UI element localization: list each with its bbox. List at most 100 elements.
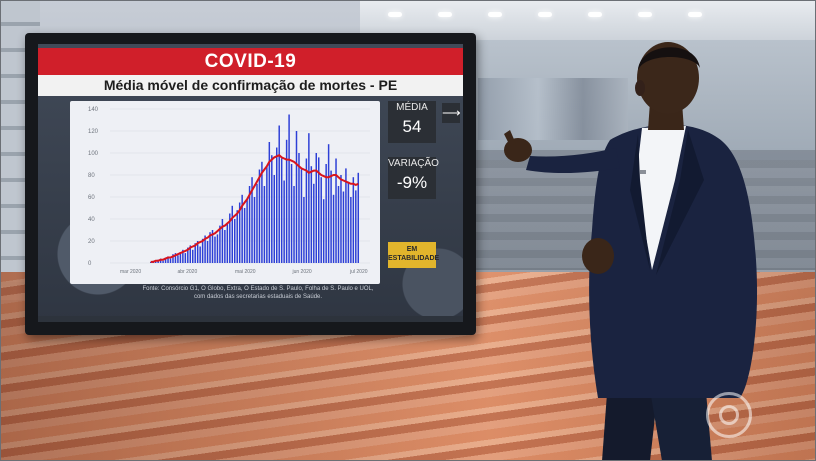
presenter-trousers-right bbox=[650, 380, 712, 461]
y-axis: 0 20 40 60 80 100 120 140 bbox=[88, 107, 370, 267]
daily-deaths-bar bbox=[204, 235, 206, 263]
daily-deaths-bar bbox=[154, 261, 157, 263]
presenter-left-hand bbox=[582, 238, 614, 274]
y-tick-label: 20 bbox=[88, 239, 95, 245]
daily-deaths-bar bbox=[313, 183, 315, 263]
x-tick-label: mar 2020 bbox=[120, 269, 141, 275]
daily-deaths-bar bbox=[231, 205, 234, 263]
source-line-2: com dados das secretarias estaduais de S… bbox=[193, 294, 323, 300]
media-box: MÉDIA 54 bbox=[388, 101, 436, 143]
daily-deaths-bar bbox=[234, 219, 236, 263]
daily-deaths-bar bbox=[283, 180, 285, 263]
media-label: MÉDIA bbox=[396, 102, 428, 113]
lapel-microphone bbox=[640, 170, 646, 174]
daily-deaths-bar bbox=[199, 246, 201, 263]
daily-deaths-bar bbox=[196, 241, 199, 263]
daily-deaths-bar bbox=[167, 256, 169, 263]
presenter-lapel-right bbox=[656, 130, 704, 275]
daily-deaths-bar bbox=[308, 133, 310, 263]
daily-deaths-bar bbox=[238, 202, 241, 263]
daily-deaths-bar bbox=[164, 257, 167, 263]
source-line-1: Fonte: Consórcio G1, O Globo, Extra, O E… bbox=[142, 286, 374, 292]
daily-deaths-bar bbox=[288, 114, 290, 263]
daily-deaths-bar bbox=[273, 175, 276, 263]
x-tick-label: jun 2020 bbox=[292, 269, 312, 275]
ceiling-light bbox=[638, 12, 652, 17]
daily-deaths-bar bbox=[285, 139, 288, 263]
daily-deaths-bar bbox=[345, 168, 347, 263]
daily-deaths-bar bbox=[325, 164, 327, 263]
studio-monitor: COVID-19 Média móvel de confirmação de m… bbox=[25, 33, 476, 335]
daily-deaths-bar bbox=[192, 249, 194, 263]
daily-deaths-bar bbox=[258, 169, 261, 263]
ceiling-light bbox=[588, 12, 602, 17]
y-tick-label: 0 bbox=[88, 261, 92, 267]
broadcaster-logo-inner bbox=[719, 405, 739, 425]
graphic-subtitle: Média móvel de confirmação de mortes - P… bbox=[38, 75, 463, 96]
daily-deaths-bar bbox=[201, 238, 204, 263]
daily-deaths-bar bbox=[337, 186, 340, 263]
daily-deaths-bar bbox=[342, 191, 345, 263]
x-tick-label: jul 2020 bbox=[349, 269, 368, 275]
daily-deaths-bar bbox=[184, 253, 187, 263]
daily-deaths-bar bbox=[177, 255, 179, 263]
daily-deaths-bar bbox=[248, 186, 251, 263]
daily-deaths-bar bbox=[300, 169, 303, 263]
daily-deaths-bar bbox=[243, 208, 246, 263]
presenter-trousers bbox=[602, 380, 658, 461]
source-note: Fonte: Consórcio G1, O Globo, Extra, O E… bbox=[138, 285, 378, 301]
daily-deaths-bar bbox=[226, 223, 229, 263]
y-tick-label: 100 bbox=[88, 151, 99, 157]
daily-deaths-bar bbox=[253, 197, 256, 263]
daily-deaths-bar bbox=[295, 131, 298, 263]
daily-deaths-bar bbox=[236, 210, 238, 263]
daily-deaths-bar bbox=[290, 164, 293, 263]
monitor-screen: COVID-19 Média móvel de confirmação de m… bbox=[38, 44, 463, 322]
daily-deaths-bar bbox=[179, 252, 182, 263]
daily-deaths-bar bbox=[318, 157, 320, 263]
daily-deaths-bar bbox=[169, 258, 172, 263]
daily-deaths-bar bbox=[241, 194, 243, 263]
daily-deaths-bar bbox=[261, 161, 263, 263]
daily-deaths-bar bbox=[340, 175, 342, 263]
variacao-label: VARIAÇÃO bbox=[388, 158, 439, 169]
status-line-1: EM bbox=[406, 246, 418, 253]
daily-deaths-bar bbox=[187, 247, 189, 263]
daily-deaths-bar bbox=[298, 153, 300, 263]
status-badge: EM ESTABILIDADE bbox=[388, 242, 440, 268]
presenter-hair bbox=[638, 47, 700, 70]
daily-deaths-bar bbox=[268, 142, 271, 263]
graphic-title: COVID-19 bbox=[38, 48, 463, 75]
ceiling-light bbox=[438, 12, 452, 17]
daily-deaths-bar bbox=[251, 177, 253, 263]
y-tick-label: 80 bbox=[88, 173, 95, 179]
daily-deaths-bar bbox=[271, 155, 273, 263]
daily-deaths-bar bbox=[209, 232, 211, 263]
daily-deaths-bar bbox=[206, 241, 209, 263]
daily-deaths-bar bbox=[162, 260, 164, 263]
daily-deaths-bar bbox=[347, 181, 350, 263]
ceiling-light bbox=[688, 12, 702, 17]
presenter-shirt bbox=[636, 126, 686, 270]
presenter bbox=[504, 42, 758, 461]
daily-deaths-bar bbox=[229, 213, 231, 263]
deaths-chart: 0 20 40 60 80 100 120 140 mar 2020 abr 2020 mai 2… bbox=[88, 107, 370, 275]
daily-deaths-bar bbox=[256, 183, 258, 263]
ceiling-light bbox=[388, 12, 402, 17]
daily-deaths-bar bbox=[182, 249, 184, 263]
daily-deaths-bar bbox=[194, 243, 196, 263]
presenter-raised-arm bbox=[526, 148, 620, 174]
presenter-index-finger bbox=[504, 130, 516, 146]
deaths-chart-panel: 0 20 40 60 80 100 120 140 mar 2020 abr 2020 mai 2… bbox=[70, 101, 380, 284]
daily-deaths-bar bbox=[263, 186, 266, 263]
daily-deaths-bar bbox=[327, 144, 330, 263]
daily-deaths-bar bbox=[357, 172, 360, 263]
media-value: 54 bbox=[402, 117, 422, 136]
screen-bottom-strip bbox=[38, 316, 463, 322]
daily-deaths-bar bbox=[278, 125, 280, 263]
daily-deaths-bar bbox=[211, 230, 214, 263]
y-tick-label: 140 bbox=[88, 107, 99, 113]
daily-deaths-bar bbox=[214, 236, 216, 263]
status-line-2: ESTABILIDADE bbox=[388, 255, 440, 262]
